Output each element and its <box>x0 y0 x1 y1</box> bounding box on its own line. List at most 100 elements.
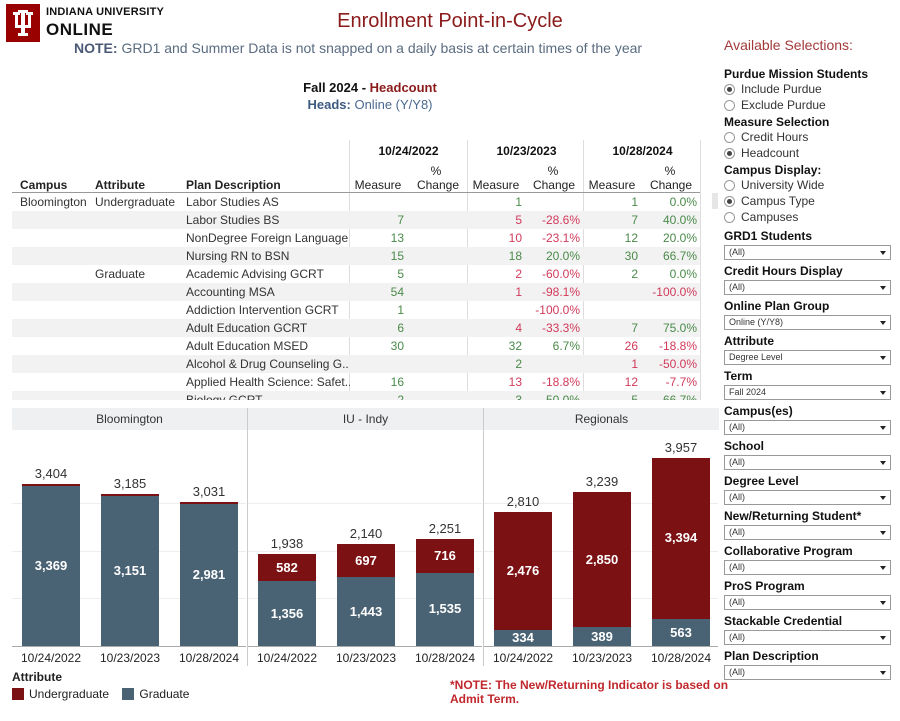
bar-graduate[interactable] <box>494 630 552 646</box>
cell-m3: 5 <box>631 393 638 400</box>
measure-selection-option[interactable]: Credit Hours <box>724 129 894 145</box>
pct-header-3: % <box>664 164 676 178</box>
filter-dropdown[interactable]: Online (Y/Y8) <box>724 315 891 330</box>
table-row[interactable]: Graduate Academic Advising GCRT 5 2 -60.0% 2 0… <box>12 265 700 283</box>
filter-dropdown[interactable]: (All) <box>724 280 891 295</box>
x-axis-label: 10/23/2023 <box>99 651 161 665</box>
x-axis-label: 10/24/2022 <box>492 651 554 665</box>
bar-undergraduate[interactable] <box>494 512 552 631</box>
cell-m1: 2 <box>397 393 404 400</box>
legend-graduate[interactable]: Graduate <box>122 687 189 701</box>
bar-graduate[interactable] <box>416 572 474 646</box>
filter-dropdown[interactable]: Degree Level <box>724 350 891 365</box>
dropdown-value: Degree Level <box>729 352 783 362</box>
filter-label: Collaborative Program <box>724 544 853 558</box>
measure-selection-option[interactable]: Headcount <box>724 145 894 161</box>
bar-graduate[interactable] <box>101 495 159 646</box>
graduate-value-label: 563 <box>670 624 692 640</box>
filter-dropdown[interactable]: (All) <box>724 490 891 505</box>
bar-undergraduate[interactable] <box>180 501 238 505</box>
filter-dropdown[interactable]: (All) <box>724 595 891 610</box>
filter-label: Term <box>724 369 753 383</box>
purdue-mission-option[interactable]: Exclude Purdue <box>724 97 894 113</box>
cell-plan: Adult Education GCRT <box>186 321 308 335</box>
bar-graduate[interactable] <box>337 577 395 646</box>
bar-undergraduate[interactable] <box>337 544 395 578</box>
radio-icon <box>724 131 735 143</box>
legend: Attribute Undergraduate Graduate <box>12 670 199 703</box>
radio-label: Campuses <box>741 210 799 224</box>
table-row[interactable]: Applied Health Science: Safet.. 16 13 -18.8… <box>12 373 700 391</box>
radio-label: Include Purdue <box>741 82 822 96</box>
page-title: Enrollment Point-in-Cycle <box>337 10 563 32</box>
crosstab-table: 10/24/2022 10/23/2023 10/28/2024 % % % M… <box>12 140 718 400</box>
table-row[interactable]: Biology GCRT 2 3 50.0% 5 66.7% <box>12 391 700 400</box>
table-row[interactable]: Bloomington Undergraduate Labor Studies AS… <box>12 193 700 211</box>
cell-m1: 13 <box>390 231 404 245</box>
cell-m2: 5 <box>515 213 522 227</box>
table-row[interactable]: Alcohol & Drug Counseling G.. 2 1 -50.0% <box>12 355 700 373</box>
graduate-value-label: 3,151 <box>113 562 147 578</box>
filter-label: Online Plan Group <box>724 299 830 313</box>
filter-dropdown[interactable]: Fall 2024 <box>724 385 891 400</box>
dropdown-value: (All) <box>729 457 745 467</box>
bar-graduate[interactable] <box>22 485 80 646</box>
table-row[interactable]: Adult Education MSED 30 32 6.7% 26 -18.8% <box>12 337 700 355</box>
graduate-value-label: 3,369 <box>34 557 68 573</box>
graduate-value-label: 1,356 <box>270 605 304 621</box>
bar-undergraduate[interactable] <box>101 494 159 496</box>
campus-display-option[interactable]: University Wide <box>724 177 894 193</box>
graduate-value-label: 389 <box>591 628 613 644</box>
x-axis-label: 10/28/2024 <box>178 651 240 665</box>
graduate-value-label: 1,443 <box>349 603 383 619</box>
total-value-label: 3,185 <box>113 476 147 492</box>
filter-dropdown[interactable]: (All) <box>724 560 891 575</box>
trident-icon <box>13 10 33 36</box>
cell-c2: -100.0% <box>535 303 580 317</box>
bar-graduate[interactable] <box>258 581 316 646</box>
bar-undergraduate[interactable] <box>22 483 80 486</box>
bar-undergraduate[interactable] <box>416 538 474 573</box>
top-note: NOTE: GRD1 and Summer Data is not snappe… <box>74 40 642 56</box>
cell-attribute: Graduate <box>95 267 146 281</box>
table-row[interactable]: NonDegree Foreign Language 13 10 -23.1% 12 20… <box>12 229 700 247</box>
cell-m3: 7 <box>631 213 638 227</box>
bar-graduate[interactable] <box>652 619 710 646</box>
dropdown-value: Online (Y/Y8) <box>729 317 784 327</box>
pct-header-1: % <box>430 164 442 178</box>
bar-undergraduate[interactable] <box>258 553 316 582</box>
bar-undergraduate[interactable] <box>652 457 710 620</box>
x-axis-label: 10/23/2023 <box>571 651 633 665</box>
purdue-mission-option[interactable]: Include Purdue <box>724 81 894 97</box>
filter-dropdown[interactable]: (All) <box>724 455 891 470</box>
table-row[interactable]: Nursing RN to BSN 15 18 20.0% 30 66.7% <box>12 247 700 265</box>
campus-display-option[interactable]: Campus Type <box>724 193 894 209</box>
total-value-label: 3,404 <box>34 465 68 481</box>
filter-dropdown[interactable]: (All) <box>724 245 891 260</box>
bar-graduate[interactable] <box>573 627 631 646</box>
filter-dropdown[interactable]: (All) <box>724 525 891 540</box>
subheader-term: Fall 2024 - <box>303 80 370 95</box>
cell-m2: 4 <box>515 321 522 335</box>
chevron-down-icon <box>880 531 886 535</box>
campus-display-option[interactable]: Campuses <box>724 209 894 225</box>
table-row[interactable]: Accounting MSA 54 1 -98.1% -100.0% <box>12 283 700 301</box>
cell-m3: 2 <box>631 267 638 281</box>
bar-undergraduate[interactable] <box>573 491 631 628</box>
table-row[interactable]: Addiction Intervention GCRT 1 -100.0% <box>12 301 700 319</box>
filter-dropdown[interactable]: (All) <box>724 420 891 435</box>
chevron-down-icon <box>880 391 886 395</box>
bar-graduate[interactable] <box>180 504 238 646</box>
table-row[interactable]: Adult Education GCRT 6 4 -33.3% 7 75.0% <box>12 319 700 337</box>
filter-dropdown[interactable]: (All) <box>724 630 891 645</box>
chevron-down-icon <box>880 356 886 360</box>
legend-undergraduate[interactable]: Undergraduate <box>12 687 109 701</box>
date-header-2: 10/23/2023 <box>496 144 557 158</box>
filter-label: Stackable Credential <box>724 614 843 628</box>
filter-dropdown[interactable]: (All) <box>724 665 891 680</box>
cell-attribute: Undergraduate <box>95 195 176 209</box>
cell-c3: 0.0% <box>669 267 697 281</box>
cell-c2: -18.8% <box>541 375 580 389</box>
scrollbar-thumb[interactable] <box>712 193 718 209</box>
table-row[interactable]: Labor Studies BS 7 5 -28.6% 7 40.0% <box>12 211 700 229</box>
